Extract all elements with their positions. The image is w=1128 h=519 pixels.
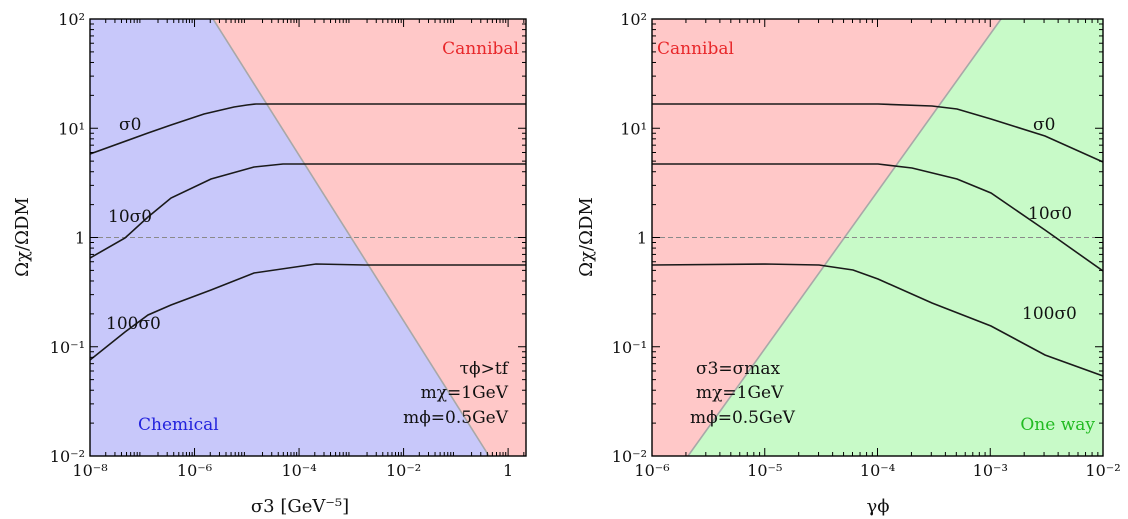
left-curve-label-10sigma0: 10σ0 [108,207,152,227]
right-region-cannibal [652,19,1001,456]
left-y-tick-label: 10¹ [58,119,85,138]
left-region-cannibal [213,19,526,456]
left-panel: 10⁻⁸ 10⁻⁶ 10⁻⁴ 10⁻² 1 10⁻² 10⁻¹ 1 10¹ 10² Canniba… [12,10,527,517]
left-y-tick-label: 10⁻² [50,447,85,466]
left-x-tick-label: 10⁻⁴ [281,461,316,480]
right-curve-label-10sigma0: 10σ0 [1028,204,1072,224]
right-x-tick-label: 10⁻² [1085,461,1120,480]
right-y-axis-label: Ωχ/ΩDM [576,197,597,277]
left-region-chemical [90,19,489,456]
right-x-tick-label: 10⁻³ [973,461,1008,480]
left-series-sigma0-line [90,103,526,155]
right-annotation-sigma3: σ3=σmax [696,359,781,379]
right-y-tick-label: 10² [620,10,647,29]
left-boundary-line [212,19,490,456]
right-x-axis-label: γϕ [866,496,889,517]
right-panel: 10⁻⁶ 10⁻⁵ 10⁻⁴ 10⁻³ 10⁻² 10⁻² 10⁻¹ 1 10¹ 10² Cann… [576,10,1121,517]
right-annotation-mphi: mϕ=0.5GeV [690,408,796,428]
left-region-label-chemical: Chemical [138,415,219,435]
left-x-tick-label: 10⁻² [386,461,421,480]
right-x-tick-label: 10⁻⁵ [747,461,782,480]
right-curve-label-100sigma0: 100σ0 [1022,304,1077,324]
left-y-tick-label: 1 [75,229,85,248]
right-curve-label-sigma0: σ0 [1033,115,1055,135]
right-annotation-mchi: mχ=1GeV [696,383,784,403]
left-y-tick-label: 10⁻¹ [50,338,85,357]
left-x-tick-label: 1 [503,461,513,480]
left-y-tick-label: 10² [58,10,85,29]
left-annotation-mphi: mϕ=0.5GeV [403,408,509,428]
left-y-axis-label: Ωχ/ΩDM [12,197,33,277]
right-region-label-cannibal: Cannibal [657,39,734,59]
right-region-label-one-way: One way [1020,415,1095,435]
left-annotation-lifetime: τϕ>tf [460,359,510,379]
left-x-tick-label: 10⁻⁶ [177,461,212,480]
left-curve-label-100sigma0: 100σ0 [106,314,161,334]
left-x-axis-label: σ3 [GeV⁻⁵] [251,496,349,517]
left-series-100sigma0-line [90,263,526,361]
right-y-tick-label: 1 [637,229,647,248]
right-series-100sigma0-line [652,263,1103,377]
left-series-10sigma0-line [90,163,526,259]
left-ticks: 10⁻⁸ 10⁻⁶ 10⁻⁴ 10⁻² 1 10⁻² 10⁻¹ 1 10¹ 10² [50,10,526,480]
left-region-label-cannibal: Cannibal [442,39,519,59]
right-x-tick-label: 10⁻⁴ [860,461,895,480]
right-ticks: 10⁻⁶ 10⁻⁵ 10⁻⁴ 10⁻³ 10⁻² 10⁻² 10⁻¹ 1 10¹ 10² [612,10,1121,480]
right-y-tick-label: 10⁻² [612,447,647,466]
left-annotation-mchi: mχ=1GeV [421,383,509,403]
right-y-tick-label: 10¹ [620,119,647,138]
right-series-sigma0-line [652,103,1103,163]
right-y-tick-label: 10⁻¹ [612,338,647,357]
left-curve-label-sigma0: σ0 [119,115,141,135]
right-x-tick-label: 10⁻⁶ [634,461,669,480]
right-series-10sigma0-line [652,163,1103,272]
left-x-tick-label: 10⁻⁸ [72,461,107,480]
